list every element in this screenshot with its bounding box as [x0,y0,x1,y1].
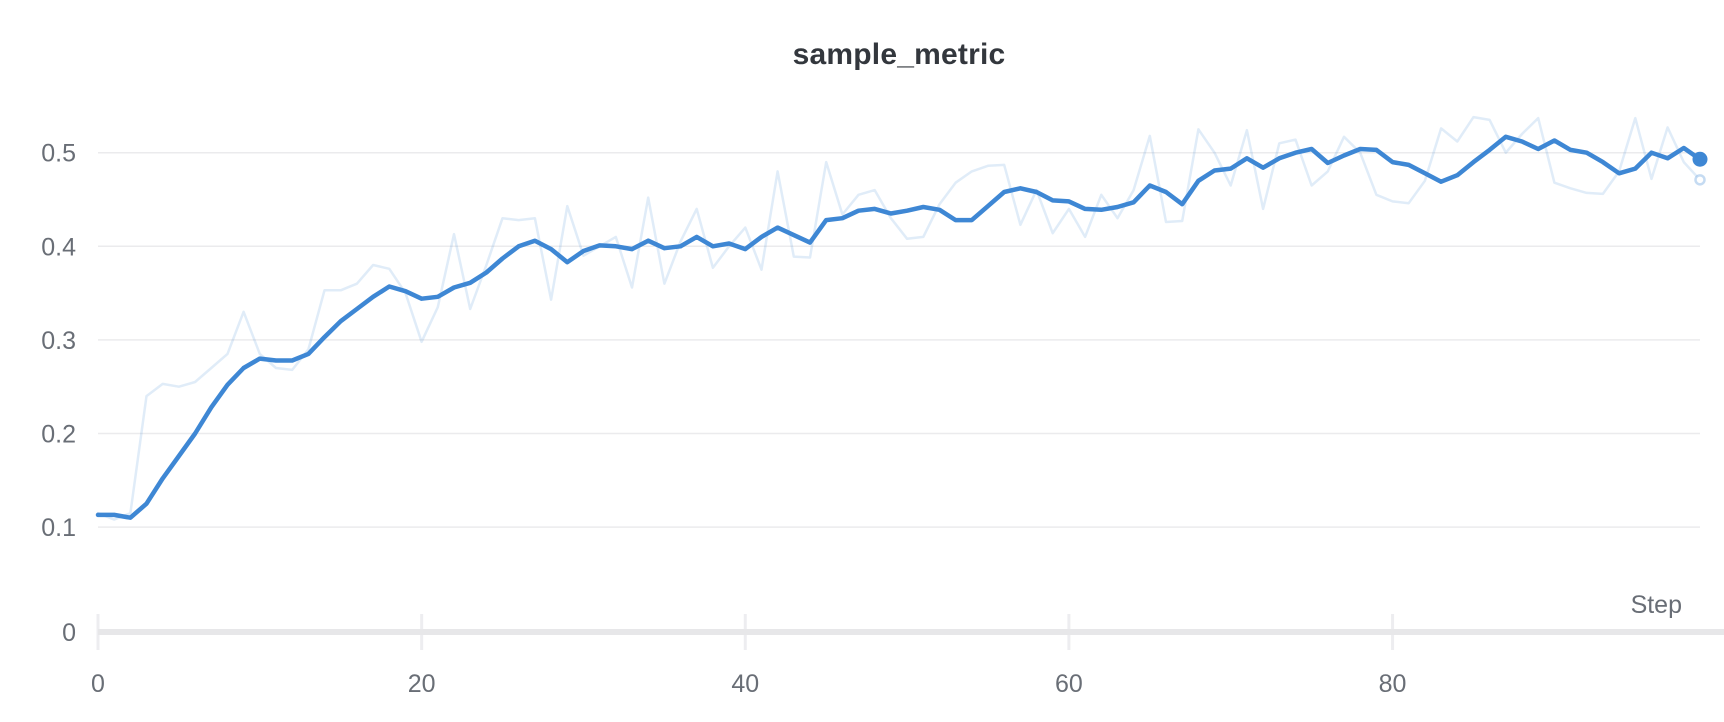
y-tick-label: 0.1 [41,514,76,542]
raw-series-line [96,115,1702,521]
chart-title: sample_metric [792,38,1006,71]
x-tick-label: 60 [1055,670,1083,698]
smoothed-series-line [95,134,1703,520]
x-tick-label: 0 [91,670,105,698]
y-tick-label: 0.2 [41,421,76,449]
y-tick-label: 0 [62,619,76,647]
y-tick-label: 0.4 [41,233,76,261]
x-tick-label: 40 [731,670,759,698]
final-raw-point-ring [1694,174,1706,186]
y-tick-label: 0.5 [41,140,76,168]
x-tick-label: 20 [408,670,436,698]
final-point-dot [1692,151,1708,167]
x-tick-label: 80 [1379,670,1407,698]
y-tick-label: 0.3 [41,327,76,355]
x-axis-title: Step [1630,591,1682,619]
x-axis-bar [98,629,1724,635]
